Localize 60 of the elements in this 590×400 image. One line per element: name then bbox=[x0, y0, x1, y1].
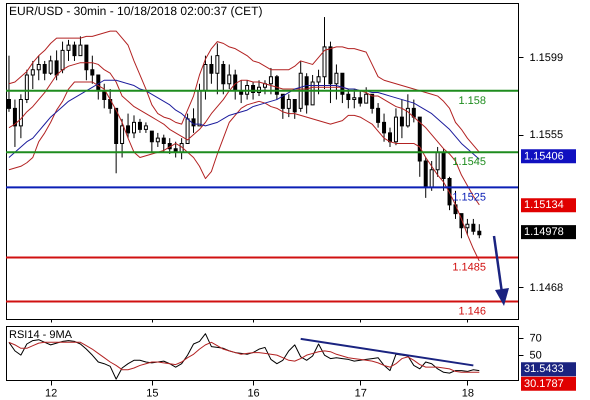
candlestick bbox=[376, 102, 380, 128]
candlestick bbox=[477, 224, 482, 239]
y-tick-label: 1.1468 bbox=[530, 282, 564, 294]
candlestick bbox=[412, 99, 416, 123]
text: 1.15406 bbox=[524, 150, 564, 162]
candlestick bbox=[126, 113, 130, 139]
candlestick bbox=[268, 67, 273, 95]
x-tick-label: 16 bbox=[247, 388, 260, 400]
candlestick bbox=[280, 94, 285, 120]
candlestick bbox=[132, 114, 136, 139]
candlestick bbox=[12, 99, 17, 148]
candlestick bbox=[430, 160, 434, 192]
x-tick-label: 12 bbox=[45, 388, 58, 400]
ref-line-label: 1.1485 bbox=[452, 262, 486, 274]
candlestick bbox=[406, 94, 410, 128]
candlestick bbox=[66, 39, 71, 62]
candlestick bbox=[60, 41, 65, 74]
chart-title: EUR/USD - 30min - 10/18/2018 02:00:37 (CET) bbox=[9, 4, 262, 18]
ref-line-label: 1.146 bbox=[458, 305, 486, 318]
candlestick bbox=[42, 60, 47, 81]
candlestick bbox=[209, 55, 214, 84]
line-series bbox=[8, 342, 480, 373]
x-tick-label: 17 bbox=[354, 388, 367, 400]
candlestick bbox=[316, 69, 321, 95]
candlestick bbox=[48, 55, 53, 76]
candlestick bbox=[54, 50, 59, 81]
candlestick bbox=[364, 86, 368, 104]
candlestick bbox=[334, 64, 338, 100]
candlestick bbox=[150, 130, 154, 153]
text: 1.15134 bbox=[524, 199, 564, 212]
candlestick bbox=[346, 88, 350, 109]
text: 31.5433 bbox=[524, 363, 564, 376]
x-tick-label: 15 bbox=[146, 388, 158, 400]
candlestick bbox=[120, 118, 124, 158]
y-tick-label: 1.1599 bbox=[530, 52, 564, 64]
candlestick bbox=[388, 127, 392, 148]
candlestick bbox=[471, 218, 476, 236]
text: 30.1787 bbox=[524, 378, 564, 390]
candlestick bbox=[90, 55, 94, 84]
chart-title: RSI14 - 9MA bbox=[9, 329, 73, 341]
candlestick bbox=[221, 60, 226, 95]
candlestick bbox=[72, 41, 76, 62]
y-tick-label: 1.1555 bbox=[530, 129, 564, 142]
candlestick bbox=[215, 42, 220, 95]
candlestick bbox=[436, 146, 440, 178]
x-tick-label: 18 bbox=[462, 388, 474, 400]
text: 1.14978 bbox=[524, 226, 564, 238]
y-tick-label: 50 bbox=[530, 350, 542, 362]
candlestick bbox=[108, 88, 112, 114]
candlestick bbox=[144, 122, 148, 134]
ref-line-label: 1.158 bbox=[458, 94, 486, 107]
candlestick bbox=[370, 94, 374, 114]
candlestick bbox=[138, 118, 142, 134]
candlestick bbox=[78, 36, 82, 56]
candlestick bbox=[400, 99, 404, 139]
candlestick bbox=[382, 113, 386, 142]
candlestick bbox=[156, 132, 160, 148]
y-tick-label: 70 bbox=[530, 332, 542, 344]
candlestick bbox=[465, 218, 470, 236]
candlestick bbox=[192, 108, 196, 134]
